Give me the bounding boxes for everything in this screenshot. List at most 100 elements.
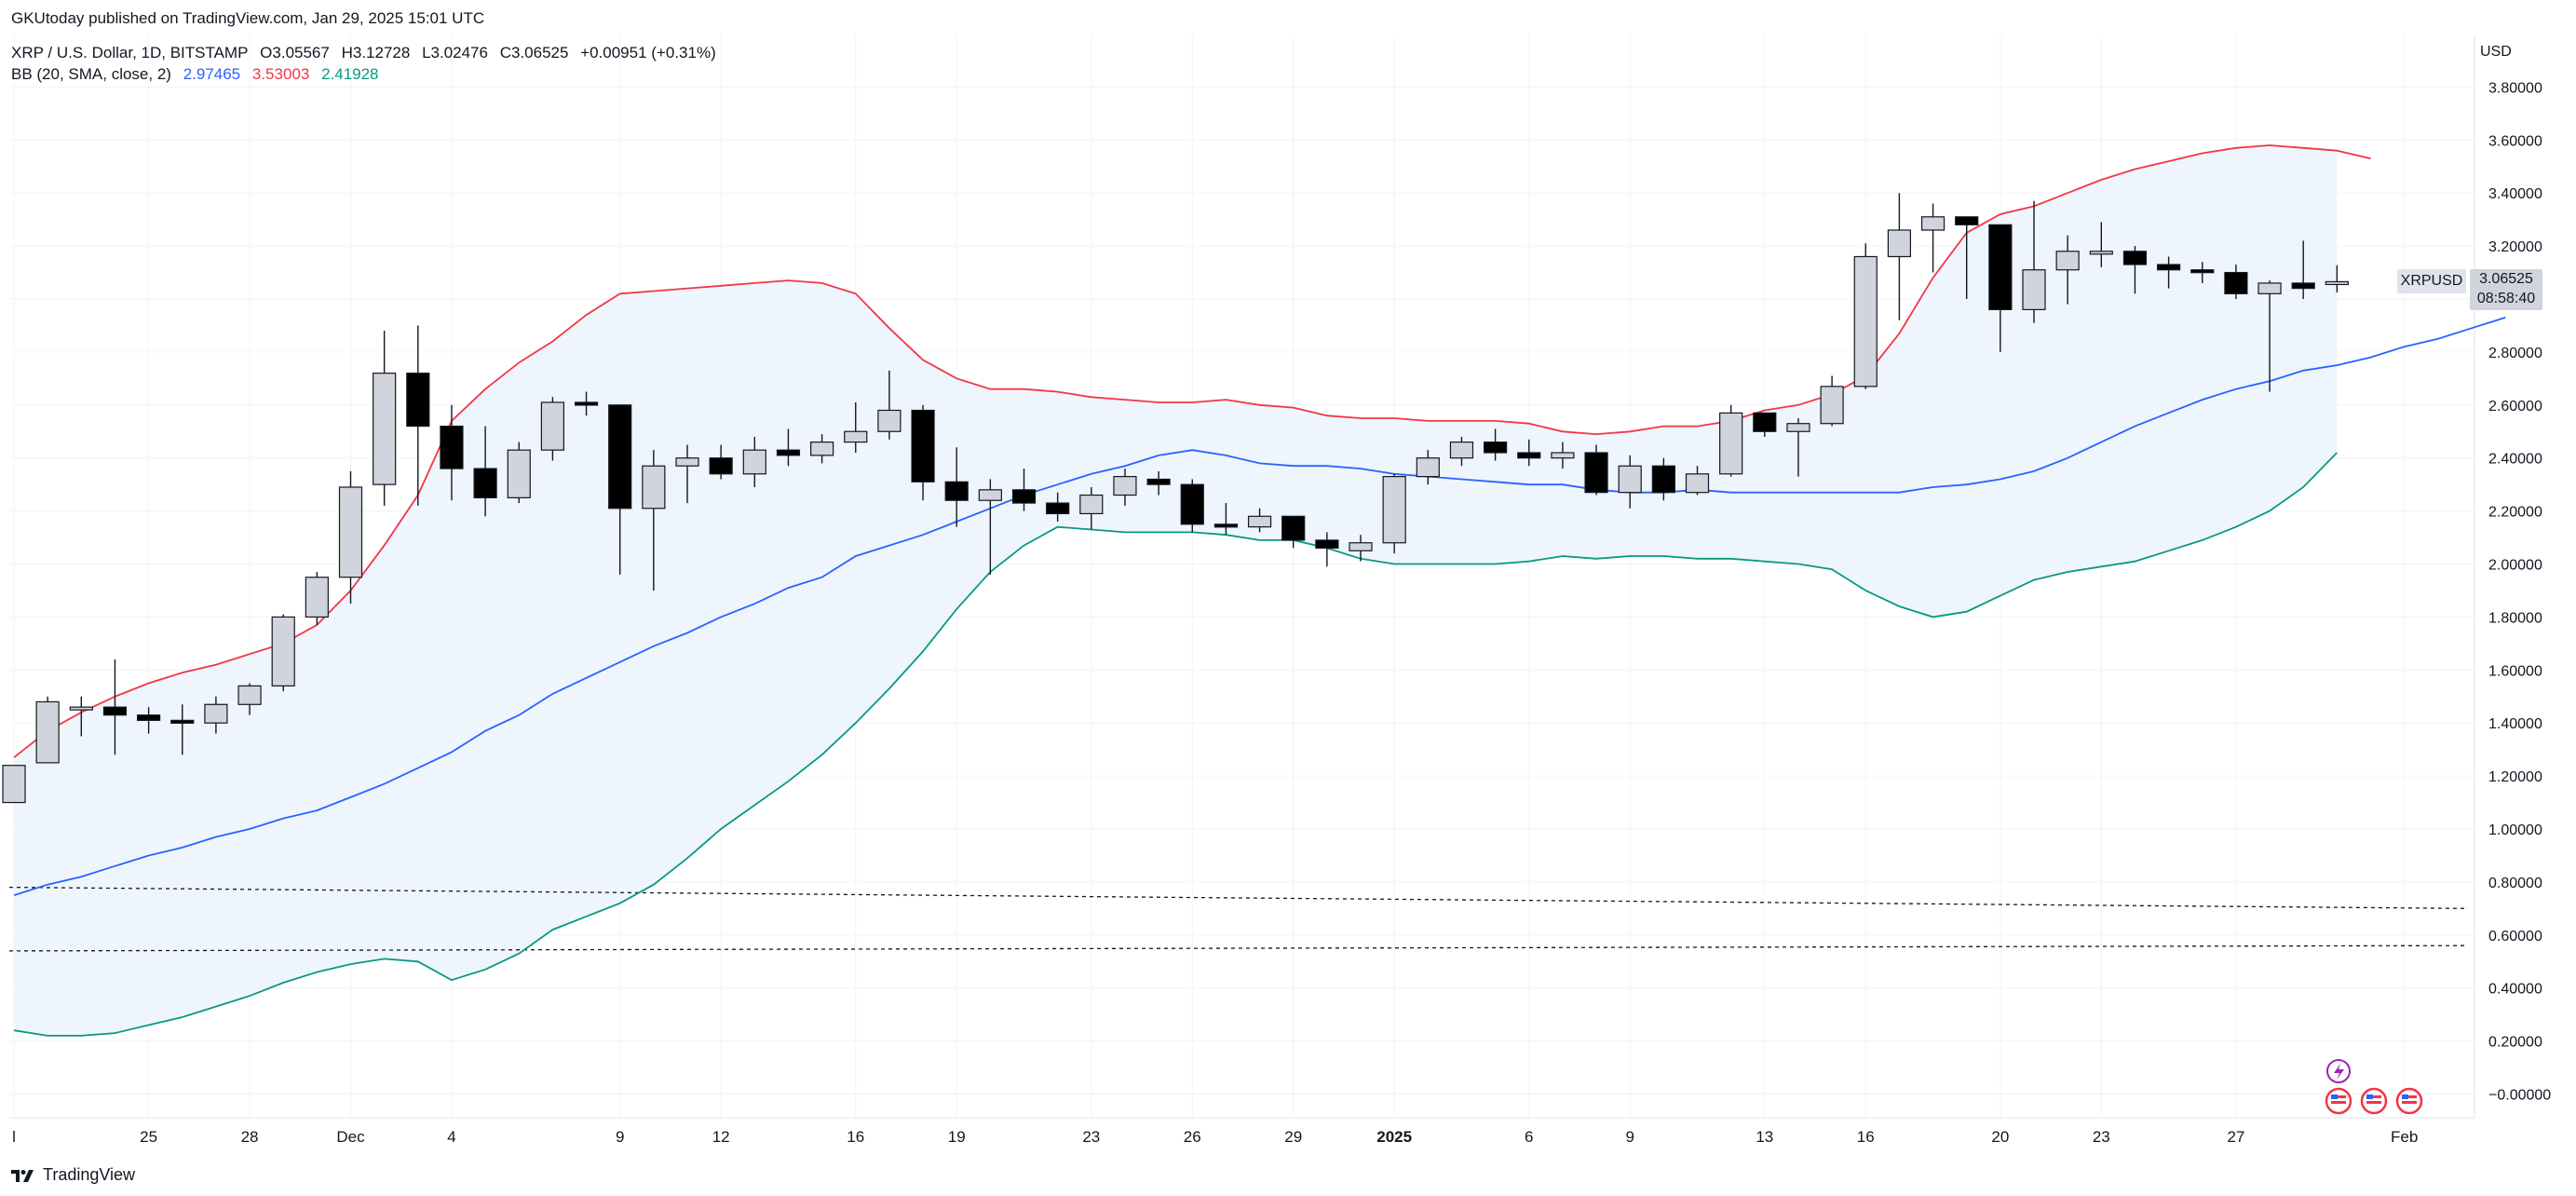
candle[interactable] xyxy=(1213,503,1239,536)
candle[interactable] xyxy=(373,331,397,506)
candle-body xyxy=(1551,452,1575,459)
candle[interactable] xyxy=(35,696,60,764)
indicator-title[interactable]: BB (20, SMA, close, 2) xyxy=(11,65,171,83)
candle[interactable] xyxy=(2224,265,2248,299)
candle[interactable] xyxy=(204,696,228,734)
candle[interactable] xyxy=(742,436,766,487)
candle[interactable] xyxy=(642,450,666,591)
candle[interactable] xyxy=(1113,469,1137,506)
candle[interactable] xyxy=(1247,508,1272,533)
candle[interactable] xyxy=(2257,280,2282,392)
candle[interactable] xyxy=(1753,412,1777,437)
candle[interactable] xyxy=(2157,256,2181,289)
bb-basis-line[interactable] xyxy=(13,317,2506,896)
candle[interactable] xyxy=(69,696,93,737)
time-tick-label: 28 xyxy=(241,1128,259,1146)
candle[interactable] xyxy=(2122,246,2148,294)
candle[interactable] xyxy=(1719,404,1743,477)
candle[interactable] xyxy=(1955,216,1979,299)
candle[interactable] xyxy=(1685,466,1710,496)
tradingview-footer[interactable]: TradingView xyxy=(11,1165,135,1185)
candle[interactable] xyxy=(675,444,699,504)
price-axis[interactable]: −0.00000 0.20000 0.40000 0.60000 0.80000 1.00… xyxy=(2488,80,2551,1103)
candle[interactable] xyxy=(1651,457,1675,501)
candle[interactable] xyxy=(1988,224,2013,352)
candle[interactable] xyxy=(1146,470,1171,496)
candle[interactable] xyxy=(507,442,531,504)
candle[interactable] xyxy=(1920,203,1946,273)
candle[interactable] xyxy=(776,428,801,467)
candle[interactable] xyxy=(540,397,565,461)
candle[interactable] xyxy=(1483,428,1508,461)
candle[interactable] xyxy=(1011,469,1037,511)
candle[interactable] xyxy=(944,447,969,527)
candle[interactable] xyxy=(1079,486,1104,530)
candle[interactable] xyxy=(2,765,26,804)
candle[interactable] xyxy=(1046,492,1070,522)
candle[interactable] xyxy=(2089,222,2113,267)
candle[interactable] xyxy=(1315,532,1339,567)
lightning-event-icon[interactable] xyxy=(2326,1059,2351,1083)
candle[interactable] xyxy=(237,683,262,715)
candle[interactable] xyxy=(170,704,195,755)
candle-body xyxy=(2,765,26,804)
candle[interactable] xyxy=(1820,375,1844,427)
candle[interactable] xyxy=(2325,265,2349,292)
candle-body xyxy=(440,425,464,469)
candle[interactable] xyxy=(1382,473,1406,554)
candle[interactable] xyxy=(1618,455,1642,509)
candle-body xyxy=(2157,264,2181,271)
candle[interactable] xyxy=(271,614,295,692)
candle[interactable] xyxy=(305,572,329,625)
currency-label[interactable]: USD xyxy=(2480,44,2512,60)
bb-upper-line[interactable] xyxy=(13,144,2371,758)
candle[interactable] xyxy=(2190,262,2215,283)
candle[interactable] xyxy=(709,444,733,480)
support-line[interactable] xyxy=(8,886,2469,909)
candle[interactable] xyxy=(844,401,868,454)
candle[interactable] xyxy=(1416,450,1440,485)
candle[interactable] xyxy=(1551,442,1575,469)
candle[interactable] xyxy=(406,325,430,506)
us-flag-event-icon[interactable] xyxy=(2395,1087,2423,1115)
candle[interactable] xyxy=(1786,418,1810,477)
candle[interactable] xyxy=(1517,439,1541,467)
support-line[interactable] xyxy=(8,945,2469,952)
candle[interactable] xyxy=(1853,243,1878,389)
candle[interactable] xyxy=(2291,240,2315,299)
candle[interactable] xyxy=(978,479,1002,575)
candle[interactable] xyxy=(2055,235,2080,305)
candle[interactable] xyxy=(338,470,363,605)
candle[interactable] xyxy=(473,426,497,517)
price-tick-label: 1.40000 xyxy=(2488,716,2542,732)
candle[interactable] xyxy=(102,659,128,755)
candle[interactable] xyxy=(1584,444,1608,496)
us-flag-event-icon[interactable] xyxy=(2325,1087,2352,1115)
lightning-event-icon-glyph xyxy=(2334,1064,2344,1080)
candle-body xyxy=(675,457,699,467)
candle[interactable] xyxy=(877,370,902,440)
candle[interactable] xyxy=(440,404,464,501)
event-icons[interactable] xyxy=(2325,1059,2423,1115)
candle[interactable] xyxy=(608,404,632,575)
time-tick-label: 25 xyxy=(140,1128,157,1146)
low-value: L3.02476 xyxy=(422,44,488,61)
candle[interactable] xyxy=(911,404,935,501)
time-tick-label: 9 xyxy=(616,1128,624,1146)
candle[interactable] xyxy=(1449,436,1474,467)
candle[interactable] xyxy=(574,391,599,416)
time-axis[interactable]: l 25 28 Dec 4 9 12 16 19 23 26 29 2025 6 9 13 16 20 23 27 Fe… xyxy=(12,1128,2418,1146)
price-tick-label: 3.40000 xyxy=(2488,186,2542,202)
candle[interactable] xyxy=(2022,200,2046,323)
bb-lower-line[interactable] xyxy=(13,452,2338,1037)
candle[interactable] xyxy=(809,434,834,464)
candle[interactable] xyxy=(1887,193,1912,320)
candle[interactable] xyxy=(137,707,161,734)
candle[interactable] xyxy=(1281,515,1306,549)
candle[interactable] xyxy=(1180,479,1204,533)
time-tick-label: Feb xyxy=(2391,1128,2418,1146)
candle[interactable] xyxy=(1349,535,1373,562)
symbol-title[interactable]: XRP / U.S. Dollar, 1D, BITSTAMP xyxy=(11,44,249,61)
us-flag-event-icon[interactable] xyxy=(2360,1087,2388,1115)
